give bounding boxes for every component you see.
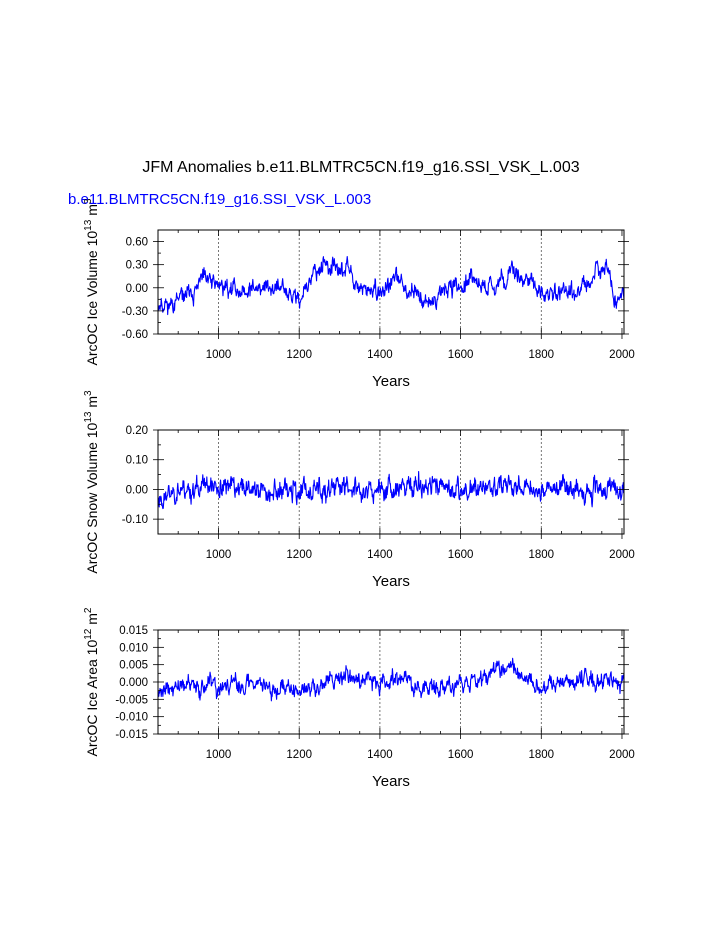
ice-area-xtick-label: 1600 [448, 749, 474, 761]
snow-volume-x-axis-label: Years [372, 573, 410, 590]
snow-volume-ytick-label: 0.00 [126, 484, 148, 496]
ice-volume-panel: 1000 1200 1400 1600 1800 2000 -0.60 -0.30 0.00 0.… [83, 198, 635, 390]
ice-volume-xtick-label: 2000 [609, 349, 635, 361]
ice-area-xtick-label: 1800 [528, 749, 554, 761]
ice-area-series-line [157, 657, 625, 702]
ice-volume-xtick-label: 1200 [286, 349, 312, 361]
ice-area-ytick-label: 0.000 [119, 677, 148, 689]
snow-volume-xtick-label: 1000 [206, 549, 232, 561]
ice-area-y-axis-label: ArcOC Ice Area 1012 m2 [83, 607, 100, 756]
figure-subtitle: b.e11.BLMTRC5CN.f19_g16.SSI_VSK_L.003 [68, 191, 371, 208]
snow-volume-xtick-label: 1800 [528, 549, 554, 561]
snow-volume-ytick-label: 0.20 [126, 425, 148, 437]
snow-volume-y-axis-label: ArcOC Snow Volume 1013 m3 [83, 390, 100, 574]
ice-volume-ytick-label: -0.60 [122, 329, 148, 341]
snow-volume-panel: 1000 1200 1400 1600 1800 2000 -0.10 0.00 0.10 0.2… [83, 390, 635, 590]
snow-volume-xtick-label: 2000 [609, 549, 635, 561]
ice-area-x-axis-label: Years [372, 773, 410, 790]
ice-volume-ytick-label: 0.30 [126, 260, 148, 272]
ice-volume-xtick-label: 1800 [528, 349, 554, 361]
ice-volume-series-line [157, 255, 625, 316]
ice-volume-x-axis-label: Years [372, 373, 410, 390]
ice-area-panel: 1000 1200 1400 1600 1800 2000 -0.015 -0.010 -0.0… [83, 607, 635, 790]
ice-volume-y-axis-label: ArcOC Ice Volume 1013 m3 [83, 198, 100, 365]
ice-area-ytick-label: -0.005 [115, 694, 148, 706]
snow-volume-xtick-label: 1600 [448, 549, 474, 561]
ice-area-ytick-label: 0.005 [119, 660, 148, 672]
snow-volume-series-line [157, 470, 625, 510]
snow-volume-plot-frame [157, 429, 625, 535]
ice-area-xtick-label: 1400 [367, 749, 393, 761]
ice-area-xtick-label: 1000 [206, 749, 232, 761]
snow-volume-ytick-label: -0.10 [122, 514, 148, 526]
figure-title: JFM Anomalies b.e11.BLMTRC5CN.f19_g16.SS… [142, 159, 579, 176]
snow-volume-xtick-label: 1200 [286, 549, 312, 561]
ice-area-ytick-label: -0.015 [115, 729, 148, 741]
ice-area-ytick-label: 0.015 [119, 625, 148, 637]
ice-volume-ytick-label: -0.30 [122, 306, 148, 318]
ice-volume-xtick-label: 1400 [367, 349, 393, 361]
ice-volume-plot-frame [157, 229, 625, 335]
ice-area-xtick-label: 2000 [609, 749, 635, 761]
ice-volume-xtick-label: 1600 [448, 349, 474, 361]
ice-area-ytick-label: -0.010 [115, 712, 148, 724]
ice-volume-ytick-label: 0.00 [126, 283, 148, 295]
ice-area-xtick-label: 1200 [286, 749, 312, 761]
snow-volume-ytick-label: 0.10 [126, 455, 148, 467]
ice-volume-xtick-label: 1000 [206, 349, 232, 361]
snow-volume-xtick-label: 1400 [367, 549, 393, 561]
ice-area-ytick-label: 0.010 [119, 642, 148, 654]
ice-volume-ytick-label: 0.60 [126, 237, 148, 249]
